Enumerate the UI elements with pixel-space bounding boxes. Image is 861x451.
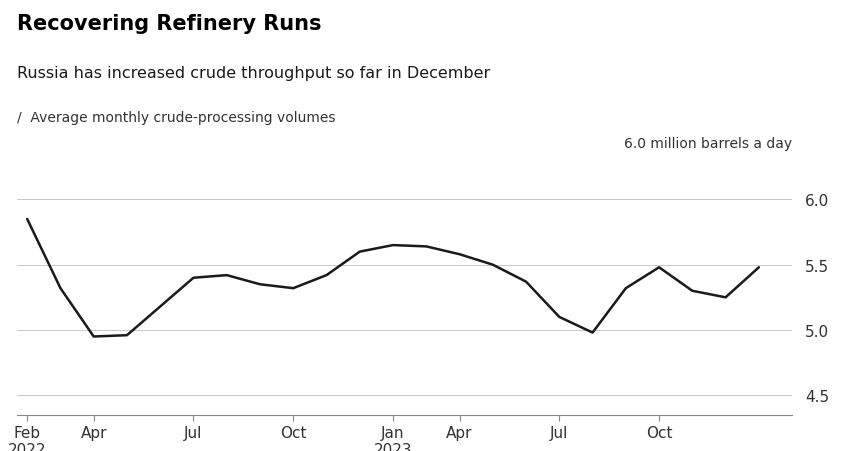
Text: Recovering Refinery Runs: Recovering Refinery Runs [17, 14, 322, 33]
Text: /  Average monthly crude-processing volumes: / Average monthly crude-processing volum… [17, 110, 336, 124]
Text: Russia has increased crude throughput so far in December: Russia has increased crude throughput so… [17, 65, 491, 80]
Text: 6.0 million barrels a day: 6.0 million barrels a day [624, 137, 792, 151]
